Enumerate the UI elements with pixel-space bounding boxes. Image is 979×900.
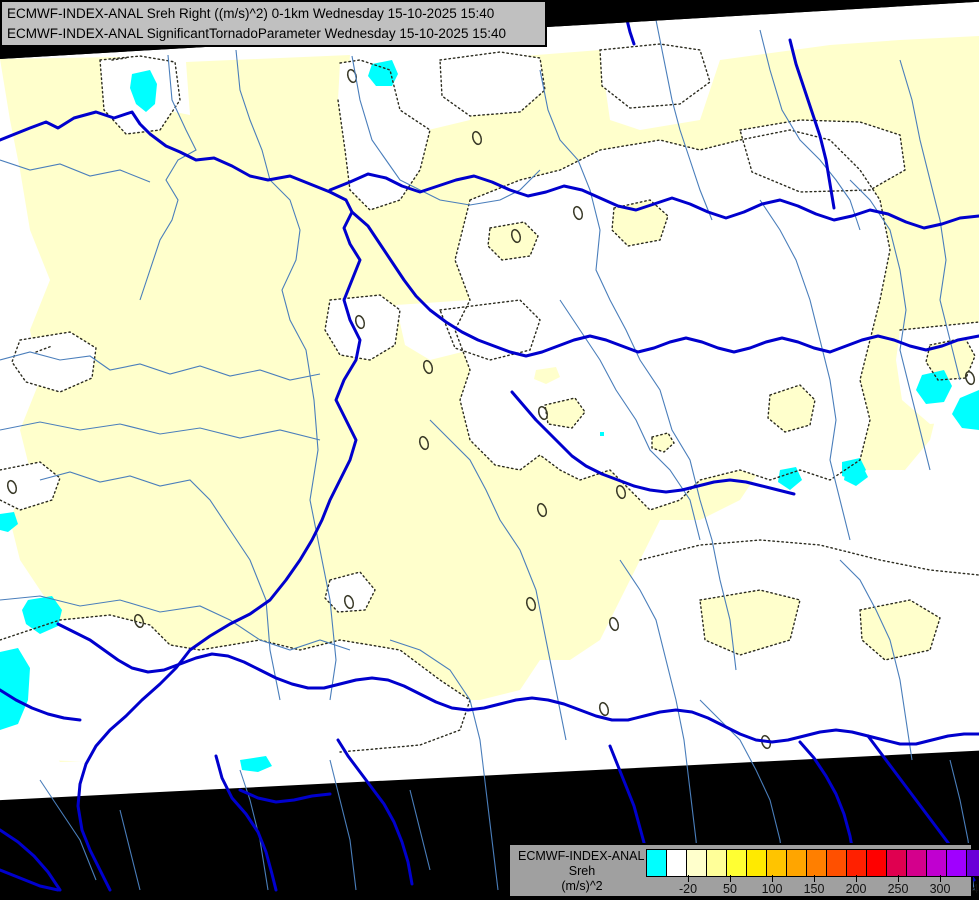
colorbar-swatch <box>667 850 687 876</box>
colorbar-tick <box>688 875 689 882</box>
colorbar-tick <box>772 875 773 882</box>
colorbar-tick <box>940 875 941 882</box>
colorbar-tick <box>730 875 731 882</box>
legend-units-label: (m/s)^2 <box>561 879 603 893</box>
map-title-panel: ECMWF-INDEX-ANAL Sreh Right ((m/s)^2) 0-… <box>0 0 547 47</box>
legend-caption: ECMWF-INDEX-ANAL Sreh (m/s)^2 <box>518 849 646 894</box>
title-line-2: ECMWF-INDEX-ANAL SignificantTornadoParam… <box>7 26 506 41</box>
colorbar-swatch <box>927 850 947 876</box>
colorbar-swatch <box>947 850 967 876</box>
colorbar-tick-label: 400 <box>971 882 979 896</box>
title-line-1: ECMWF-INDEX-ANAL Sreh Right ((m/s)^2) 0-… <box>7 6 495 21</box>
colorbar-tick-label: 200 <box>845 882 867 896</box>
colorbar-tick <box>814 875 815 882</box>
colorbar-swatch <box>847 850 867 876</box>
colorbar-tick <box>856 875 857 882</box>
colorbar-swatch <box>807 850 827 876</box>
colorbar-swatch <box>787 850 807 876</box>
colorbar-swatch <box>747 850 767 876</box>
colorbar-tick-label: 100 <box>761 882 783 896</box>
colorbar-tick-label: 250 <box>887 882 909 896</box>
colorbar-tick-label: -20 <box>678 882 698 896</box>
colorbar-swatch <box>827 850 847 876</box>
colorbar-tick-label: 50 <box>723 882 737 896</box>
colorbar-swatch <box>867 850 887 876</box>
colorbar-swatch <box>727 850 747 876</box>
colorbar-swatch <box>887 850 907 876</box>
legend-field-label: Sreh <box>568 864 596 878</box>
colorbar-swatch <box>647 850 667 876</box>
colorbar <box>646 849 979 877</box>
colorbar-swatch <box>687 850 707 876</box>
colorbar-tick-label: 300 <box>929 882 951 896</box>
colorbar-legend-panel: ECMWF-INDEX-ANAL Sreh (m/s)^2 -20 50 100 15… <box>508 843 979 898</box>
colorbar-swatch <box>767 850 787 876</box>
colorbar-swatch <box>907 850 927 876</box>
colorbar-tick-label: 150 <box>803 882 825 896</box>
colorbar-swatch <box>967 850 979 876</box>
colorbar-tick <box>898 875 899 882</box>
colorbar-swatch <box>707 850 727 876</box>
legend-model-label: ECMWF-INDEX-ANAL <box>518 849 645 863</box>
